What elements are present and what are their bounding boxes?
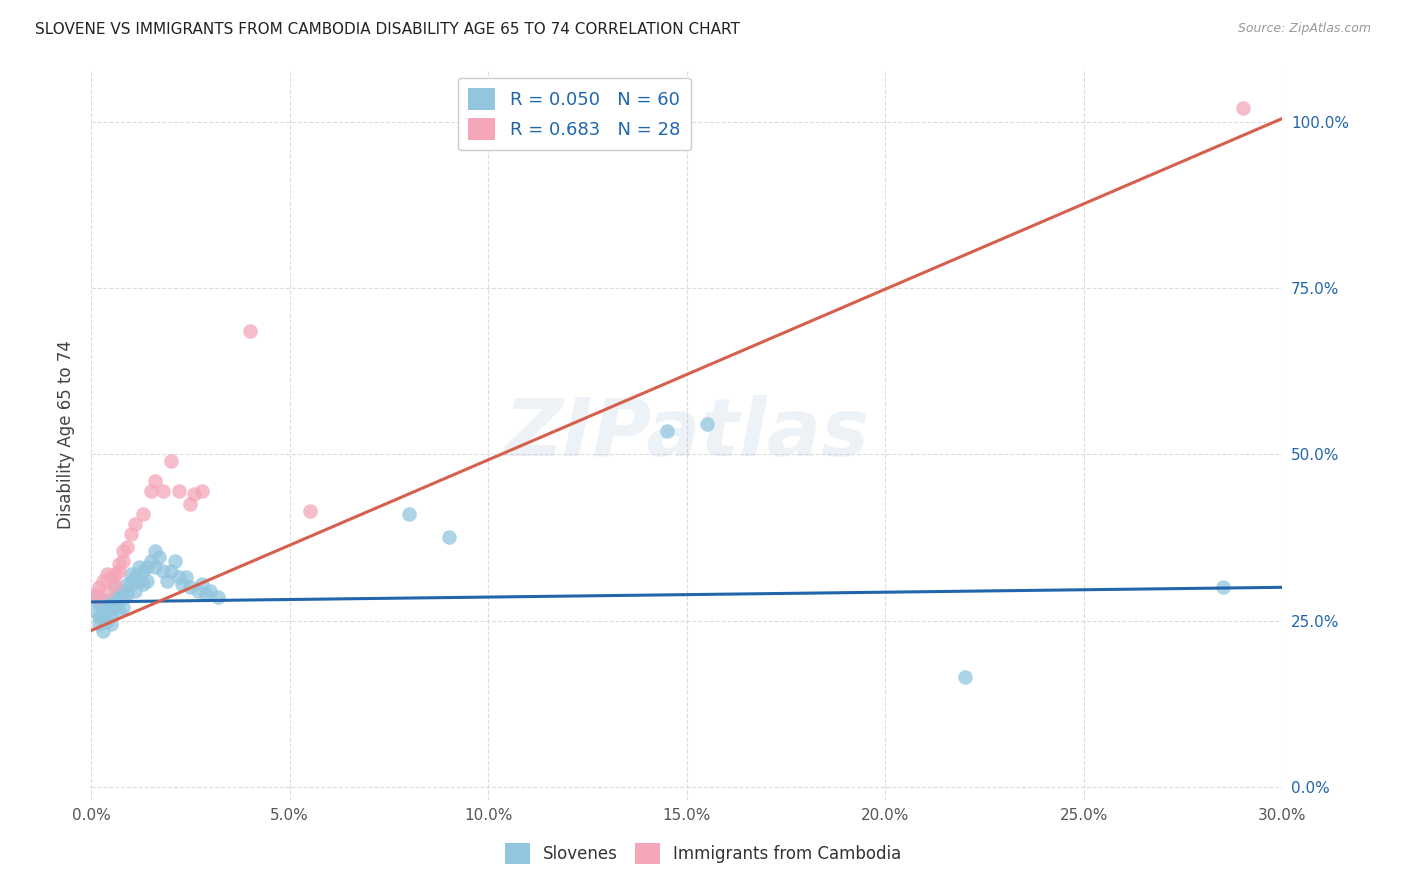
Point <box>91 614 114 628</box>
Point <box>115 587 138 601</box>
Point <box>152 483 174 498</box>
Point <box>143 560 166 574</box>
Point <box>124 517 146 532</box>
Point <box>183 487 205 501</box>
Point <box>179 580 201 594</box>
Point <box>87 610 110 624</box>
Point <box>155 574 177 588</box>
Point <box>91 600 114 615</box>
Point <box>135 574 157 588</box>
Point <box>100 600 122 615</box>
Point <box>143 543 166 558</box>
Point <box>108 604 131 618</box>
Point <box>1212 580 1234 594</box>
Point <box>167 483 190 498</box>
Legend: R = 0.050   N = 60, R = 0.683   N = 28: R = 0.050 N = 60, R = 0.683 N = 28 <box>457 78 692 151</box>
Point <box>108 557 131 571</box>
Point <box>96 614 118 628</box>
Y-axis label: Disability Age 65 to 74: Disability Age 65 to 74 <box>58 340 75 529</box>
Point <box>298 504 321 518</box>
Point <box>91 574 114 588</box>
Point <box>96 583 118 598</box>
Point <box>187 583 209 598</box>
Point <box>148 550 170 565</box>
Point <box>104 600 127 615</box>
Point <box>115 541 138 555</box>
Point <box>100 597 122 611</box>
Point <box>108 564 131 578</box>
Point <box>87 616 110 631</box>
Point <box>104 567 127 582</box>
Point <box>132 577 155 591</box>
Point <box>696 417 718 432</box>
Point <box>111 543 134 558</box>
Point <box>195 587 218 601</box>
Point <box>139 483 162 498</box>
Point <box>100 570 122 584</box>
Point <box>84 591 107 605</box>
Point <box>172 577 194 591</box>
Point <box>87 591 110 605</box>
Point <box>152 564 174 578</box>
Point <box>1232 102 1254 116</box>
Point <box>96 567 118 582</box>
Point <box>132 564 155 578</box>
Point <box>91 624 114 638</box>
Point <box>104 580 127 594</box>
Text: Source: ZipAtlas.com: Source: ZipAtlas.com <box>1237 22 1371 36</box>
Point <box>207 591 229 605</box>
Point <box>135 560 157 574</box>
Point <box>120 527 142 541</box>
Point <box>159 454 181 468</box>
Point <box>176 570 198 584</box>
Point <box>91 607 114 621</box>
Point <box>108 587 131 601</box>
Point <box>120 577 142 591</box>
Point <box>200 583 222 598</box>
Point <box>115 577 138 591</box>
Point <box>124 583 146 598</box>
Point <box>87 597 110 611</box>
Point <box>437 530 460 544</box>
Point <box>139 554 162 568</box>
Point <box>120 567 142 582</box>
Point <box>96 604 118 618</box>
Legend: Slovenes, Immigrants from Cambodia: Slovenes, Immigrants from Cambodia <box>498 837 908 871</box>
Text: ZIPatlas: ZIPatlas <box>505 395 869 474</box>
Point <box>191 483 214 498</box>
Point <box>108 593 131 607</box>
Point <box>124 570 146 584</box>
Point <box>84 587 107 601</box>
Point <box>111 554 134 568</box>
Point <box>239 324 262 338</box>
Point <box>179 497 201 511</box>
Point <box>132 507 155 521</box>
Point <box>191 577 214 591</box>
Point <box>100 607 122 621</box>
Point <box>111 583 134 598</box>
Point <box>96 593 118 607</box>
Text: SLOVENE VS IMMIGRANTS FROM CAMBODIA DISABILITY AGE 65 TO 74 CORRELATION CHART: SLOVENE VS IMMIGRANTS FROM CAMBODIA DISA… <box>35 22 740 37</box>
Point <box>111 600 134 615</box>
Point <box>87 580 110 594</box>
Point <box>128 560 150 574</box>
Point <box>655 424 678 438</box>
Point <box>84 604 107 618</box>
Point <box>104 577 127 591</box>
Point <box>398 507 420 521</box>
Point <box>128 574 150 588</box>
Point <box>143 474 166 488</box>
Point <box>159 564 181 578</box>
Point <box>104 591 127 605</box>
Point <box>167 570 190 584</box>
Point <box>111 591 134 605</box>
Point <box>100 616 122 631</box>
Point <box>163 554 186 568</box>
Point <box>953 670 976 684</box>
